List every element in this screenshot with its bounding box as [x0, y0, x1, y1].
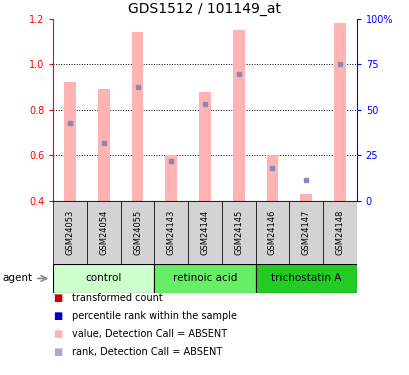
- Text: transformed count: transformed count: [72, 293, 162, 303]
- Text: ■: ■: [53, 329, 63, 339]
- Bar: [199, 92, 210, 201]
- Bar: [255, 264, 356, 292]
- Text: GSM24146: GSM24146: [267, 210, 276, 255]
- Bar: [64, 82, 76, 201]
- Bar: [120, 201, 154, 264]
- Title: GDS1512 / 101149_at: GDS1512 / 101149_at: [128, 2, 281, 16]
- Bar: [53, 264, 154, 292]
- Text: GSM24143: GSM24143: [166, 210, 175, 255]
- Bar: [266, 155, 278, 201]
- Text: rank, Detection Call = ABSENT: rank, Detection Call = ABSENT: [72, 347, 221, 357]
- Text: value, Detection Call = ABSENT: value, Detection Call = ABSENT: [72, 329, 226, 339]
- Bar: [154, 201, 188, 264]
- Bar: [289, 201, 322, 264]
- Bar: [165, 155, 177, 201]
- Bar: [232, 30, 244, 201]
- Text: agent: agent: [2, 273, 32, 284]
- Bar: [299, 194, 311, 201]
- Text: control: control: [85, 273, 122, 284]
- Text: ■: ■: [53, 293, 63, 303]
- Bar: [221, 201, 255, 264]
- Text: GSM24148: GSM24148: [335, 210, 344, 255]
- Text: ■: ■: [53, 347, 63, 357]
- Text: GSM24145: GSM24145: [234, 210, 243, 255]
- Bar: [255, 201, 289, 264]
- Bar: [333, 23, 345, 201]
- Text: ■: ■: [53, 311, 63, 321]
- Bar: [87, 201, 120, 264]
- Bar: [154, 264, 255, 292]
- Bar: [188, 201, 221, 264]
- Text: trichostatin A: trichostatin A: [270, 273, 340, 284]
- Text: GSM24055: GSM24055: [133, 210, 142, 255]
- Bar: [98, 89, 110, 201]
- Text: GSM24053: GSM24053: [65, 210, 74, 255]
- Bar: [322, 201, 356, 264]
- Text: retinoic acid: retinoic acid: [172, 273, 237, 284]
- Text: GSM24144: GSM24144: [200, 210, 209, 255]
- Text: GSM24147: GSM24147: [301, 210, 310, 255]
- Bar: [53, 201, 87, 264]
- Bar: [131, 32, 143, 201]
- Text: percentile rank within the sample: percentile rank within the sample: [72, 311, 236, 321]
- Text: GSM24054: GSM24054: [99, 210, 108, 255]
